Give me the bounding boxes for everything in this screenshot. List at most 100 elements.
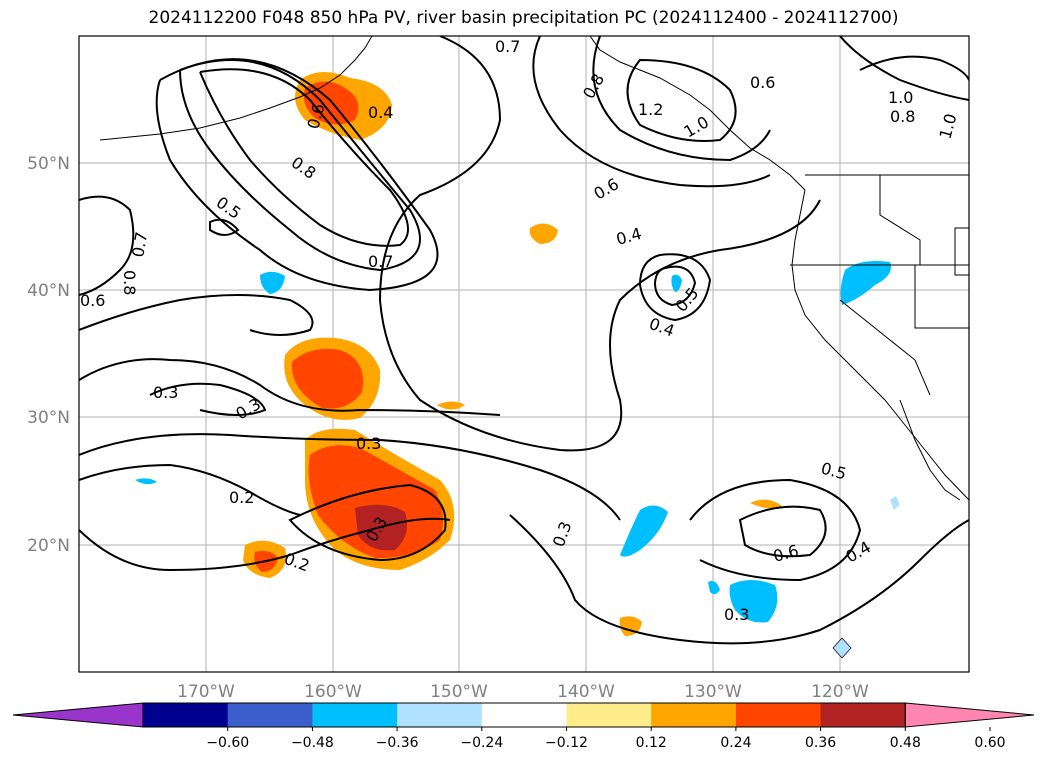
colorbar-segment: [651, 703, 737, 727]
pv-contour-02-south: [79, 517, 451, 572]
pv-contour-aleutian-1: [199, 68, 409, 247]
colorbar-tick-label: 0.60: [974, 735, 1005, 751]
pv-contour-03-west: [149, 382, 267, 416]
colorbar-tick-label: −0.48: [291, 735, 334, 751]
pv-contour-06-ring: [689, 478, 862, 582]
colorbar-segment: [481, 703, 567, 727]
pv-contour-10-northeast: [839, 36, 969, 101]
precip-core-35n: [291, 348, 364, 409]
contour-label: 1.0: [888, 88, 913, 107]
pv-contour-03-south: [288, 483, 447, 562]
colorbar-segment: [397, 703, 483, 727]
precip-negative-baja: [890, 496, 900, 510]
lat-tick-label: 30°N: [27, 408, 70, 428]
colorbar-frame: [142, 702, 906, 728]
pv-contour-08: [592, 36, 771, 162]
precip-negative-25n: [135, 478, 157, 485]
coastline-aleutians: [99, 36, 373, 141]
colorbar-segment: [820, 703, 906, 727]
precip-small-31n: [437, 401, 465, 410]
precip-negative-23n: [620, 505, 668, 557]
pv-contour-06-west: [79, 294, 314, 336]
colorbar-tick-label: 0.36: [805, 735, 836, 751]
lat-tick-label: 50°N: [27, 154, 70, 174]
lon-tick-label: 150°W: [430, 682, 488, 702]
colorbar-tick-label: 0.24: [720, 735, 751, 751]
pv-contour-aleutian-3: [155, 58, 439, 292]
colorbar-tick-label: 0.48: [890, 735, 921, 751]
contour-label: 0.3: [724, 605, 749, 624]
precip-small-43n: [529, 223, 558, 244]
lon-tick-label: 170°W: [177, 682, 235, 702]
contour-label: 1.2: [638, 100, 663, 119]
precip-negative-16n: [729, 580, 778, 623]
contour-label: 0.6: [80, 291, 105, 310]
coastline: [99, 36, 969, 501]
colorbar-tick-label: −0.36: [376, 735, 419, 751]
precip-negative-40n: [671, 274, 682, 292]
colorbar-extend-left: [12, 702, 144, 728]
pv-contour-12: [626, 58, 737, 142]
map-background: [79, 36, 969, 672]
colorbar-segment: [143, 703, 229, 727]
lat-tick-label: 20°N: [27, 536, 70, 556]
colorbar-segment: [227, 703, 313, 727]
colorbar-tick-label: −0.24: [460, 735, 503, 751]
pv-contour-05-inner: [653, 265, 697, 307]
colorbar-segment: [735, 703, 822, 727]
colorbar-tick-label: −0.12: [545, 735, 588, 751]
colorbar-extend-right: [904, 702, 1035, 728]
border-california-nevada: [839, 299, 931, 396]
lon-tick-labels: 170°W 160°W 150°W 140°W 130°W 120°W: [177, 682, 869, 702]
coastline-baja: [899, 399, 961, 501]
precip-core-subtropic: [308, 445, 444, 559]
map-title: 2024112200 F048 850 hPa PV, river basin …: [148, 8, 899, 28]
border-box-east: [954, 227, 969, 276]
pv-contour-03-mid: [79, 433, 621, 521]
pv-contours: [79, 36, 969, 645]
pv-contour-aleutian-2: [179, 59, 421, 272]
colorbar-tick-label: 0.12: [636, 735, 667, 751]
colorbar-segment: [566, 703, 652, 727]
precip-negative-17n: [708, 581, 720, 595]
contour-label: 0.3: [356, 434, 381, 453]
pv-contour-05-ring: [638, 253, 712, 322]
contour-label: 0.8: [120, 270, 139, 295]
pv-contour-02: [79, 463, 301, 516]
lon-tick-label: 130°W: [684, 682, 742, 702]
contour-label: 0.4: [368, 103, 393, 122]
coastline-alaska-bc: [589, 36, 806, 191]
pv-contour-06-inner: [738, 505, 827, 558]
contour-label: 0.7: [368, 252, 393, 271]
map-frame: [78, 35, 970, 673]
contour-label: 0.2: [229, 488, 254, 507]
pv-contour-west-edge: [79, 195, 135, 296]
lon-tick-label: 120°W: [811, 682, 869, 702]
pv-contour-10-ring: [859, 55, 969, 81]
contour-label: 0.6: [750, 73, 775, 92]
lon-tick-label: 140°W: [557, 682, 615, 702]
contour-label: 0.3: [153, 383, 178, 402]
border-nevada: [914, 265, 969, 329]
contour-label: 0.7: [495, 37, 520, 56]
precip-small-22n: [750, 499, 782, 509]
colorbar: −0.60 −0.48 −0.36 −0.24 −0.12 0.12 0.24 0.36 0.4…: [12, 702, 1035, 751]
lat-tick-label: 40°N: [27, 281, 70, 301]
contour-label: 0.8: [890, 107, 915, 126]
colorbar-tick-label: −0.60: [206, 735, 249, 751]
lat-tick-labels: 50°N 40°N 30°N 20°N: [27, 154, 70, 556]
precip-negative-california: [840, 261, 891, 305]
precip-negative-12n: [832, 637, 852, 659]
contour-label: 0.7: [128, 230, 151, 258]
lon-tick-label: 160°W: [304, 682, 362, 702]
precip-core-aleutian: [303, 81, 359, 125]
pv-contour-05-southeast: [509, 514, 969, 645]
map-panel: 0.7 0.8 0.6 0.4 0.6 1.2 1.0 1.0 0.8 1.0 …: [78, 35, 970, 673]
pv-contour-06: [532, 36, 771, 188]
precip-negative-42n: [260, 271, 285, 294]
coastline-us-west: [791, 189, 969, 501]
colorbar-segment: [312, 703, 398, 727]
gridlines: [79, 36, 969, 672]
pv-contour-03-north: [79, 358, 501, 416]
